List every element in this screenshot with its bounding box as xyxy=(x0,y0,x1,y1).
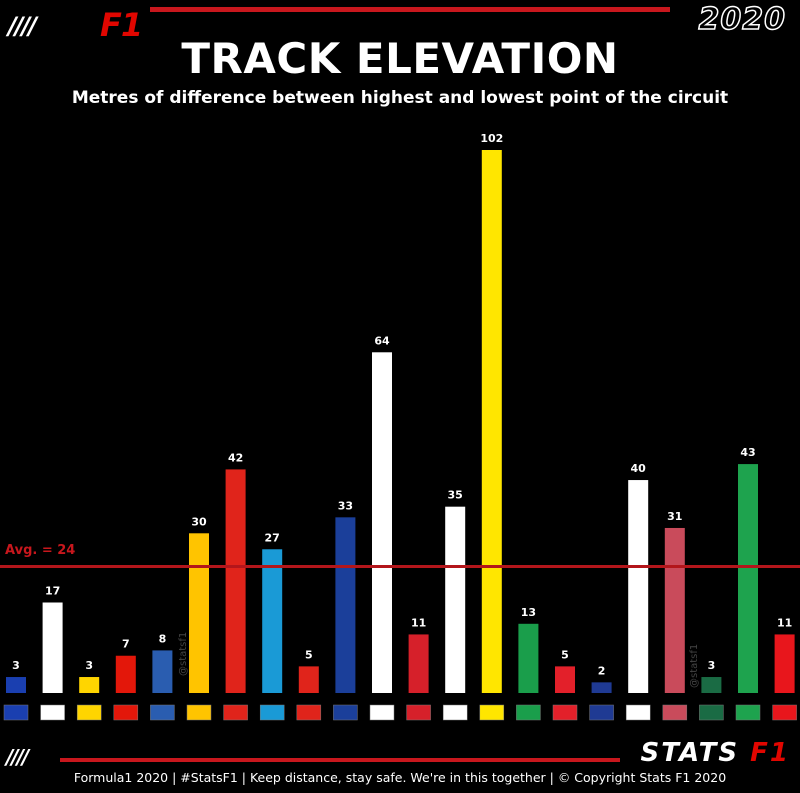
value-label: 5 xyxy=(305,648,313,661)
bar-bahrain xyxy=(42,602,63,693)
flag-icon xyxy=(40,704,65,721)
average-label: Avg. = 24 xyxy=(5,543,76,558)
value-label: 11 xyxy=(411,616,426,629)
value-label: 35 xyxy=(448,489,463,502)
flag-icon xyxy=(333,704,358,721)
bar-japan xyxy=(628,480,649,693)
flag-icon xyxy=(186,704,212,721)
bar-singapore xyxy=(555,666,575,693)
brand-suffix: F1 xyxy=(750,738,790,768)
flag-icon xyxy=(625,704,651,721)
value-label: 30 xyxy=(191,515,207,528)
flag-icon xyxy=(3,704,29,721)
flag-icon xyxy=(735,704,761,721)
bar-netherlands xyxy=(152,650,173,693)
footer-stripes: //// xyxy=(6,745,29,769)
value-label: 8 xyxy=(159,632,167,645)
bar-mexico xyxy=(701,677,722,693)
chart-title: TRACK ELEVATION xyxy=(181,34,619,83)
value-label: 17 xyxy=(45,585,60,598)
bar-usa xyxy=(664,527,685,693)
bar-austria xyxy=(372,352,392,693)
flag-icon xyxy=(516,704,541,721)
bar-spain xyxy=(189,533,209,693)
bar-azerbaijan xyxy=(262,549,283,693)
bar-abu-dhabi xyxy=(774,634,795,693)
value-label: 5 xyxy=(561,648,569,661)
flag-icon xyxy=(150,704,175,721)
value-label: 27 xyxy=(265,531,280,544)
flag-icon xyxy=(259,704,285,721)
value-label: 3 xyxy=(12,659,20,672)
bar-france xyxy=(335,517,356,693)
header-rule xyxy=(150,7,670,12)
average-line xyxy=(0,565,800,568)
value-label: 13 xyxy=(521,606,536,619)
value-label: 33 xyxy=(338,499,353,512)
value-label: 42 xyxy=(228,451,243,464)
value-label: 64 xyxy=(374,334,390,347)
value-label: 2 xyxy=(598,664,606,677)
value-label: 31 xyxy=(667,510,682,523)
stats-f1-brand: STATS F1 xyxy=(641,738,790,768)
bar-belgium xyxy=(481,150,502,693)
bar-russia xyxy=(591,682,612,693)
watermark: @statsf1 xyxy=(178,631,189,676)
logo-stripes: //// xyxy=(8,12,37,40)
value-label: 3 xyxy=(85,659,93,672)
bar-great-britain xyxy=(408,634,429,693)
bar-canada xyxy=(298,666,319,693)
flag-icon xyxy=(406,704,431,721)
flag-icon xyxy=(479,704,505,721)
bar-monaco xyxy=(225,469,246,693)
footer-rule xyxy=(60,758,620,762)
flag-icon xyxy=(699,704,724,721)
flag-icon xyxy=(296,704,322,721)
f1-logo: F1 xyxy=(100,6,143,44)
bar-chart: 3 17 3 7 8 30 42 27 5 33 64 11 35 102 13 5 2 40 31 3 43 11 xyxy=(3,132,797,721)
value-label: 40 xyxy=(631,462,647,475)
value-label: 43 xyxy=(740,446,755,459)
value-label: 3 xyxy=(708,659,716,672)
flag-icon xyxy=(369,704,395,721)
value-label: 7 xyxy=(122,638,130,651)
flag-icon xyxy=(223,704,248,721)
bar-china xyxy=(115,655,136,693)
value-label: 11 xyxy=(777,616,792,629)
bar-italy xyxy=(518,623,539,693)
flag-icon xyxy=(442,704,468,721)
flag-icon xyxy=(552,704,578,721)
flag-icon xyxy=(113,704,139,721)
footer-text: Formula1 2020 | #StatsF1 | Keep distance… xyxy=(73,770,727,785)
bar-hungary xyxy=(445,506,466,693)
flag-icon xyxy=(662,704,688,721)
bar-australia xyxy=(6,677,26,693)
value-label: 102 xyxy=(480,132,503,145)
chart-subtitle: Metres of difference between highest and… xyxy=(71,88,729,108)
flag-icon xyxy=(76,704,102,721)
flag-icon xyxy=(772,704,797,721)
bar-brazil xyxy=(738,464,758,693)
year-label: 2020 xyxy=(698,1,786,38)
flag-icon xyxy=(589,704,614,721)
watermark: @statsf1 xyxy=(689,643,700,688)
bar-vietnam xyxy=(79,677,100,693)
brand-prefix: STATS xyxy=(640,738,740,768)
